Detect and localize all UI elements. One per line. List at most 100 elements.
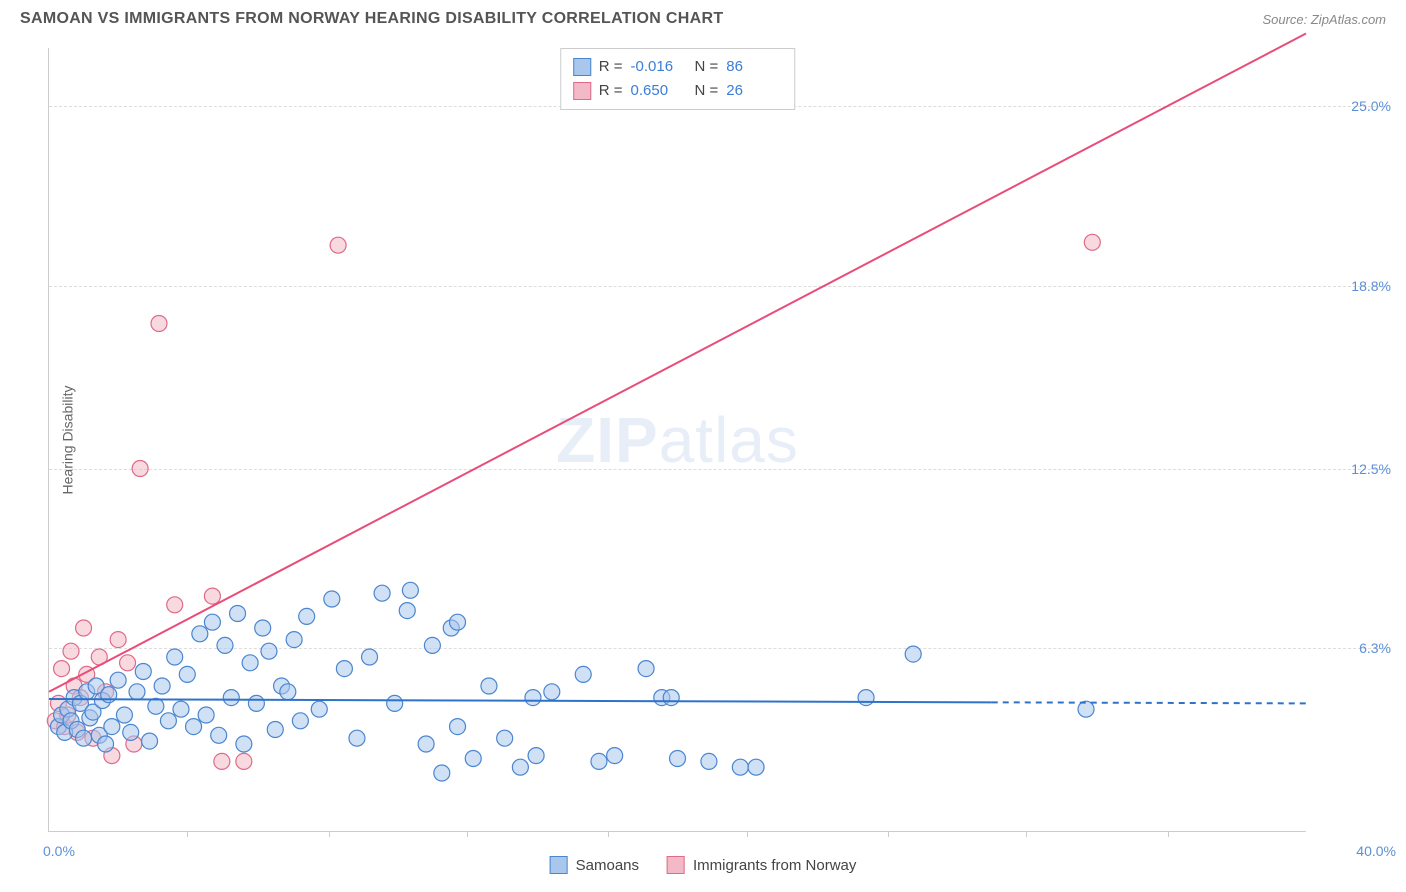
data-point [160, 713, 176, 729]
data-point [261, 643, 277, 659]
data-point [142, 733, 158, 749]
data-point [167, 649, 183, 665]
r-value-series2: 0.650 [631, 79, 687, 103]
data-point [418, 736, 434, 752]
correlation-stats-box: R = -0.016 N = 86 R = 0.650 N = 26 [560, 48, 796, 110]
swatch-series2 [573, 82, 591, 100]
data-point [324, 591, 340, 607]
stats-row-series1: R = -0.016 N = 86 [573, 55, 783, 79]
legend-swatch-series1 [550, 856, 568, 874]
data-point [670, 751, 686, 767]
data-point [280, 684, 296, 700]
data-point [54, 661, 70, 677]
data-point [497, 730, 513, 746]
x-tick [747, 831, 748, 837]
data-point [349, 730, 365, 746]
data-point [129, 684, 145, 700]
data-point [120, 655, 136, 671]
data-point [179, 666, 195, 682]
data-point [387, 695, 403, 711]
data-point [76, 620, 92, 636]
data-point [110, 632, 126, 648]
data-point [575, 666, 591, 682]
data-point [402, 582, 418, 598]
legend-item-series1: Samoans [550, 856, 639, 874]
data-point [248, 695, 264, 711]
x-tick [1026, 831, 1027, 837]
n-value-series1: 86 [726, 55, 782, 79]
data-point [512, 759, 528, 775]
x-axis-min-label: 0.0% [43, 843, 75, 859]
data-point [286, 632, 302, 648]
chart-plot-area: Hearing Disability ZIPatlas 6.3%12.5%18.… [48, 48, 1306, 832]
data-point [450, 719, 466, 735]
data-point [214, 753, 230, 769]
x-tick [1168, 831, 1169, 837]
data-point [732, 759, 748, 775]
data-point [204, 614, 220, 630]
data-point [591, 753, 607, 769]
data-point [236, 736, 252, 752]
data-point [336, 661, 352, 677]
data-point [192, 626, 208, 642]
x-tick [329, 831, 330, 837]
data-point [76, 730, 92, 746]
data-point [267, 722, 283, 738]
data-point [135, 664, 151, 680]
data-point [748, 759, 764, 775]
data-point [701, 753, 717, 769]
data-point [236, 753, 252, 769]
data-point [98, 736, 114, 752]
n-value-series2: 26 [726, 79, 782, 103]
data-point [173, 701, 189, 717]
data-point [148, 698, 164, 714]
data-point [1084, 234, 1100, 250]
legend-swatch-series2 [667, 856, 685, 874]
y-tick-label: 12.5% [1321, 461, 1391, 477]
x-tick [888, 831, 889, 837]
scatter-plot-svg [49, 48, 1306, 831]
data-point [330, 237, 346, 253]
data-point [101, 687, 117, 703]
x-tick [608, 831, 609, 837]
legend-item-series2: Immigrants from Norway [667, 856, 856, 874]
data-point [186, 719, 202, 735]
trend-line [49, 699, 992, 702]
data-point [638, 661, 654, 677]
data-point [198, 707, 214, 723]
data-point [292, 713, 308, 729]
data-point [132, 461, 148, 477]
data-point [223, 690, 239, 706]
data-point [255, 620, 271, 636]
y-tick-label: 18.8% [1321, 278, 1391, 294]
x-axis-max-label: 40.0% [1356, 843, 1396, 859]
x-tick [187, 831, 188, 837]
data-point [110, 672, 126, 688]
data-point [434, 765, 450, 781]
data-point [525, 690, 541, 706]
y-tick-label: 6.3% [1321, 640, 1391, 656]
data-point [465, 751, 481, 767]
data-point [481, 678, 497, 694]
data-point [399, 603, 415, 619]
x-tick [467, 831, 468, 837]
data-point [63, 643, 79, 659]
data-point [204, 588, 220, 604]
data-point [151, 316, 167, 332]
data-point [104, 719, 120, 735]
data-point [362, 649, 378, 665]
swatch-series1 [573, 58, 591, 76]
trend-line [49, 34, 1306, 692]
data-point [450, 614, 466, 630]
series-legend: Samoans Immigrants from Norway [550, 856, 857, 874]
data-point [528, 748, 544, 764]
data-point [858, 690, 874, 706]
y-tick-label: 25.0% [1321, 98, 1391, 114]
trend-line-extrapolated [992, 702, 1306, 703]
source-attribution: Source: ZipAtlas.com [1262, 12, 1386, 27]
data-point [167, 597, 183, 613]
data-point [154, 678, 170, 694]
stats-row-series2: R = 0.650 N = 26 [573, 79, 783, 103]
data-point [544, 684, 560, 700]
data-point [299, 608, 315, 624]
